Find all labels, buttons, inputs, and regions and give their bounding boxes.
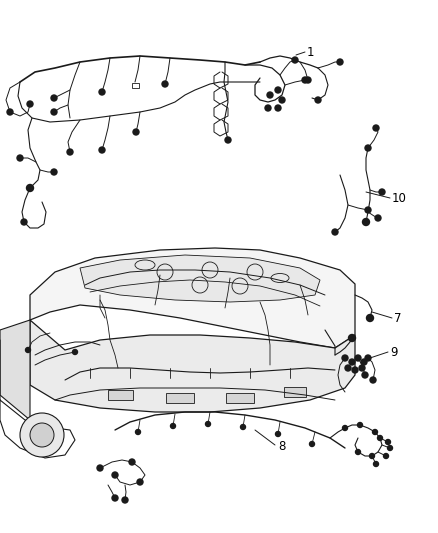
Circle shape xyxy=(265,105,271,111)
Circle shape xyxy=(365,145,371,151)
Bar xyxy=(166,393,194,403)
Bar xyxy=(226,393,254,403)
Circle shape xyxy=(51,169,57,175)
Circle shape xyxy=(375,215,381,221)
Circle shape xyxy=(25,348,31,352)
Circle shape xyxy=(27,184,33,191)
Polygon shape xyxy=(80,255,320,302)
Circle shape xyxy=(373,125,379,131)
Circle shape xyxy=(7,109,13,115)
Circle shape xyxy=(99,89,105,95)
Circle shape xyxy=(365,207,371,213)
Circle shape xyxy=(359,365,365,371)
Circle shape xyxy=(374,462,378,466)
Text: 1: 1 xyxy=(307,45,314,59)
Circle shape xyxy=(21,219,27,225)
Circle shape xyxy=(279,97,285,103)
Text: 8: 8 xyxy=(278,440,286,454)
Circle shape xyxy=(292,57,298,63)
Circle shape xyxy=(135,430,141,434)
Text: 9: 9 xyxy=(390,345,398,359)
Circle shape xyxy=(372,430,378,434)
Circle shape xyxy=(27,101,33,107)
Bar xyxy=(131,83,138,87)
Circle shape xyxy=(162,81,168,87)
Circle shape xyxy=(315,97,321,103)
Circle shape xyxy=(349,335,356,342)
Circle shape xyxy=(343,425,347,431)
Circle shape xyxy=(240,424,246,430)
Circle shape xyxy=(379,189,385,195)
Bar xyxy=(284,387,306,397)
Circle shape xyxy=(51,95,57,101)
Circle shape xyxy=(97,465,103,471)
Circle shape xyxy=(384,454,389,458)
Circle shape xyxy=(345,365,351,371)
Circle shape xyxy=(122,497,128,503)
Circle shape xyxy=(388,446,392,450)
Circle shape xyxy=(337,59,343,65)
Circle shape xyxy=(112,472,118,478)
Circle shape xyxy=(365,355,371,361)
Circle shape xyxy=(73,350,78,354)
Circle shape xyxy=(225,137,231,143)
Circle shape xyxy=(99,147,105,153)
Circle shape xyxy=(30,423,54,447)
Circle shape xyxy=(352,367,358,373)
Circle shape xyxy=(267,92,273,98)
Circle shape xyxy=(275,87,281,93)
Circle shape xyxy=(367,314,374,321)
Circle shape xyxy=(17,155,23,161)
Circle shape xyxy=(357,423,363,427)
Circle shape xyxy=(332,229,338,235)
Circle shape xyxy=(302,77,308,83)
Circle shape xyxy=(137,479,143,485)
Circle shape xyxy=(349,359,355,365)
Circle shape xyxy=(370,454,374,458)
Circle shape xyxy=(305,77,311,83)
Circle shape xyxy=(362,372,368,378)
Circle shape xyxy=(112,495,118,501)
Circle shape xyxy=(356,449,360,455)
Circle shape xyxy=(310,441,314,447)
Polygon shape xyxy=(30,320,355,412)
Circle shape xyxy=(342,355,348,361)
Circle shape xyxy=(133,129,139,135)
Circle shape xyxy=(170,424,176,429)
Circle shape xyxy=(129,459,135,465)
Polygon shape xyxy=(30,248,355,348)
Circle shape xyxy=(385,440,391,445)
Circle shape xyxy=(67,149,73,155)
Circle shape xyxy=(370,377,376,383)
Circle shape xyxy=(378,435,382,440)
Text: 10: 10 xyxy=(392,191,407,205)
Circle shape xyxy=(205,422,211,426)
Bar xyxy=(107,390,133,400)
Polygon shape xyxy=(0,320,30,420)
Text: 7: 7 xyxy=(394,311,402,325)
Circle shape xyxy=(363,219,370,225)
Circle shape xyxy=(355,355,361,361)
Circle shape xyxy=(276,432,280,437)
Circle shape xyxy=(275,105,281,111)
Circle shape xyxy=(20,413,64,457)
Circle shape xyxy=(51,109,57,115)
Circle shape xyxy=(361,359,367,365)
